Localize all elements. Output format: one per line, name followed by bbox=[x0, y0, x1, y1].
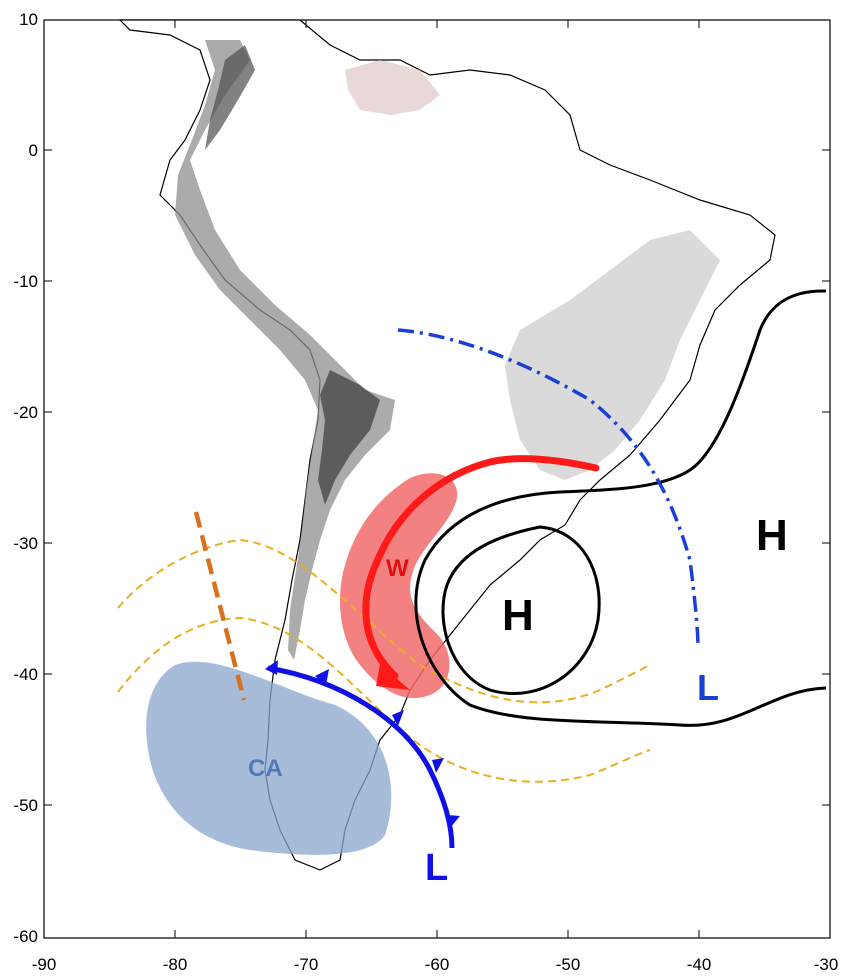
jet-stream-north bbox=[117, 538, 651, 704]
axis-ticks bbox=[44, 20, 830, 938]
y-tick-label: 0 bbox=[29, 141, 38, 160]
high-pressure-atlantic-label: H bbox=[756, 511, 788, 560]
x-tick-label: -60 bbox=[425, 955, 450, 974]
y-tick-label: -10 bbox=[13, 272, 38, 291]
andes-orography bbox=[175, 40, 395, 660]
y-tick-label: -60 bbox=[13, 927, 38, 946]
cold-front-triangle-icon bbox=[432, 758, 444, 773]
andes-high-peaks bbox=[318, 370, 380, 505]
cold-front-triangle-icon bbox=[265, 660, 278, 675]
x-tick-label: -50 bbox=[556, 955, 581, 974]
low-front-label: L bbox=[425, 847, 448, 889]
x-axis-labels: -90 -80 -70 -60 -50 -40 -30 bbox=[32, 955, 839, 974]
x-tick-label: -40 bbox=[687, 955, 712, 974]
warm-advection-arrow bbox=[362, 455, 600, 680]
isobar-inner bbox=[441, 525, 601, 695]
cold-front-triangle-icon bbox=[315, 669, 329, 685]
x-tick-label: -80 bbox=[163, 955, 188, 974]
orographic-ridge-line bbox=[193, 511, 247, 701]
y-tick-label: -50 bbox=[13, 796, 38, 815]
low-trough-label: L bbox=[697, 667, 719, 708]
cold-front-triangles bbox=[265, 660, 460, 828]
x-tick-label: -70 bbox=[294, 955, 319, 974]
northern-andes-peaks bbox=[205, 45, 255, 150]
x-tick-label: -90 bbox=[32, 955, 57, 974]
guiana-highlands bbox=[345, 60, 440, 115]
high-pressure-offshore-label: H bbox=[502, 591, 534, 640]
y-tick-label: -30 bbox=[13, 534, 38, 553]
x-tick-label: -30 bbox=[814, 955, 839, 974]
y-tick-label: -20 bbox=[13, 403, 38, 422]
cold-front-triangle-icon bbox=[392, 710, 404, 726]
y-axis-labels: 10 0 -10 -20 -30 -40 -50 -60 bbox=[13, 10, 38, 946]
cold-front-line bbox=[267, 665, 455, 849]
cold-air-label: CA bbox=[248, 755, 283, 782]
trough-axis bbox=[397, 328, 700, 649]
warm-arrow-head-icon bbox=[376, 664, 410, 690]
warm-air-label: W bbox=[386, 555, 409, 582]
isobar-outer bbox=[414, 289, 827, 727]
y-tick-label: -40 bbox=[13, 665, 38, 684]
y-tick-label: 10 bbox=[19, 10, 38, 29]
cold-front-triangle-icon bbox=[448, 815, 460, 828]
brazilian-highlands bbox=[505, 230, 720, 480]
cold-air-region bbox=[146, 661, 392, 855]
